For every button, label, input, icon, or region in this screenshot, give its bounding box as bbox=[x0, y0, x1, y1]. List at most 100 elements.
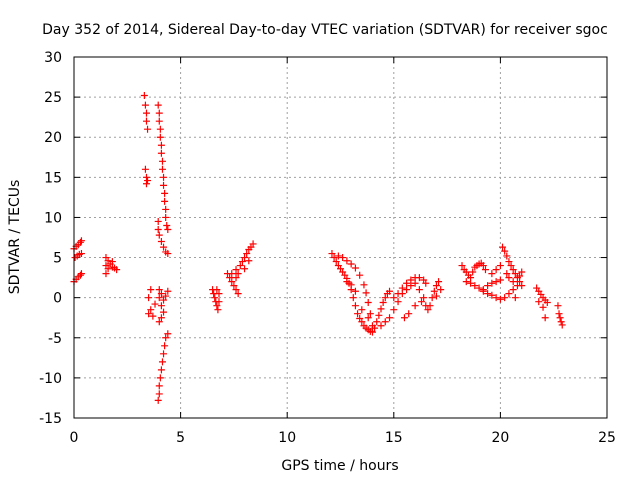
data-point bbox=[156, 125, 164, 133]
data-point bbox=[157, 290, 165, 298]
data-point bbox=[230, 282, 238, 290]
data-point bbox=[332, 258, 340, 266]
data-point bbox=[368, 322, 376, 330]
data-point bbox=[496, 295, 504, 303]
data-point bbox=[437, 286, 445, 294]
data-point bbox=[155, 231, 163, 239]
data-point bbox=[488, 270, 496, 278]
data-point bbox=[505, 274, 513, 282]
data-point bbox=[415, 274, 423, 282]
data-point bbox=[358, 318, 366, 326]
data-point bbox=[469, 268, 477, 276]
data-point bbox=[501, 247, 509, 255]
data-point bbox=[558, 321, 566, 329]
data-point bbox=[349, 294, 357, 302]
data-point bbox=[343, 257, 351, 265]
data-point bbox=[467, 279, 475, 287]
data-point bbox=[505, 258, 513, 266]
data-point bbox=[164, 250, 172, 258]
data-point bbox=[155, 318, 163, 326]
y-tick-label: 10 bbox=[44, 210, 62, 226]
data-point bbox=[426, 302, 434, 310]
data-point bbox=[145, 294, 153, 302]
data-point bbox=[164, 225, 172, 233]
data-point bbox=[144, 125, 152, 133]
data-point bbox=[481, 266, 489, 274]
data-point bbox=[428, 294, 436, 302]
data-point bbox=[509, 266, 517, 274]
x-tick-label: 25 bbox=[598, 430, 616, 446]
x-axis-label: GPS time / hours bbox=[281, 458, 398, 474]
data-point bbox=[160, 173, 168, 181]
data-point bbox=[390, 294, 398, 302]
data-point bbox=[164, 330, 172, 338]
data-point bbox=[232, 266, 240, 274]
data-point bbox=[499, 243, 507, 251]
data-point bbox=[142, 180, 150, 188]
data-point bbox=[379, 298, 387, 306]
data-point bbox=[157, 141, 165, 149]
data-point bbox=[160, 243, 168, 251]
data-point bbox=[241, 265, 249, 273]
plot-frame bbox=[73, 56, 608, 419]
data-point bbox=[511, 294, 519, 302]
data-point bbox=[362, 289, 370, 297]
data-point bbox=[411, 302, 419, 310]
data-point bbox=[347, 260, 355, 268]
data-point bbox=[232, 286, 240, 294]
data-point bbox=[155, 117, 163, 125]
data-point bbox=[147, 306, 155, 314]
y-axis-ticks: -15 -10 -5 0 5 10 15 20 25 30 bbox=[39, 50, 607, 427]
data-point bbox=[161, 189, 169, 197]
data-point bbox=[496, 262, 504, 270]
data-point bbox=[343, 278, 351, 286]
data-point bbox=[358, 306, 366, 314]
y-tick-label: -15 bbox=[39, 411, 62, 427]
data-point bbox=[164, 287, 172, 295]
data-point bbox=[154, 396, 162, 404]
data-point bbox=[435, 278, 443, 286]
data-point bbox=[390, 306, 398, 314]
data-point bbox=[518, 268, 526, 276]
data-point bbox=[162, 213, 170, 221]
data-point bbox=[422, 279, 430, 287]
data-point bbox=[507, 262, 515, 270]
data-point bbox=[141, 101, 149, 109]
data-point bbox=[154, 101, 162, 109]
data-point bbox=[243, 250, 251, 258]
y-tick-label: 15 bbox=[44, 170, 62, 186]
data-point bbox=[509, 278, 517, 286]
data-point bbox=[149, 312, 157, 320]
data-point bbox=[484, 282, 492, 290]
data-point bbox=[77, 250, 85, 258]
data-point bbox=[104, 265, 112, 273]
y-tick-label: -5 bbox=[48, 331, 62, 347]
data-point bbox=[543, 298, 551, 306]
data-point bbox=[479, 262, 487, 270]
data-point bbox=[541, 314, 549, 322]
data-point bbox=[368, 328, 376, 336]
data-point bbox=[142, 117, 150, 125]
data-point bbox=[351, 264, 359, 272]
data-point bbox=[475, 284, 483, 292]
data-point bbox=[211, 294, 219, 302]
data-point bbox=[144, 177, 152, 185]
data-point bbox=[154, 225, 162, 233]
data-point bbox=[492, 266, 500, 274]
data-point bbox=[424, 306, 432, 314]
data-point bbox=[462, 278, 470, 286]
data-point bbox=[160, 181, 168, 189]
data-point bbox=[155, 294, 163, 302]
x-tick-label: 10 bbox=[278, 430, 296, 446]
x-tick-label: 15 bbox=[385, 430, 403, 446]
data-point bbox=[356, 271, 364, 279]
data-point bbox=[503, 270, 511, 278]
data-point bbox=[108, 258, 116, 266]
data-point bbox=[156, 133, 164, 141]
data-point bbox=[554, 302, 562, 310]
data-point bbox=[430, 287, 438, 295]
data-point bbox=[76, 238, 84, 246]
data-point bbox=[155, 382, 163, 390]
x-tick-label: 0 bbox=[70, 430, 79, 446]
data-point bbox=[458, 262, 466, 270]
